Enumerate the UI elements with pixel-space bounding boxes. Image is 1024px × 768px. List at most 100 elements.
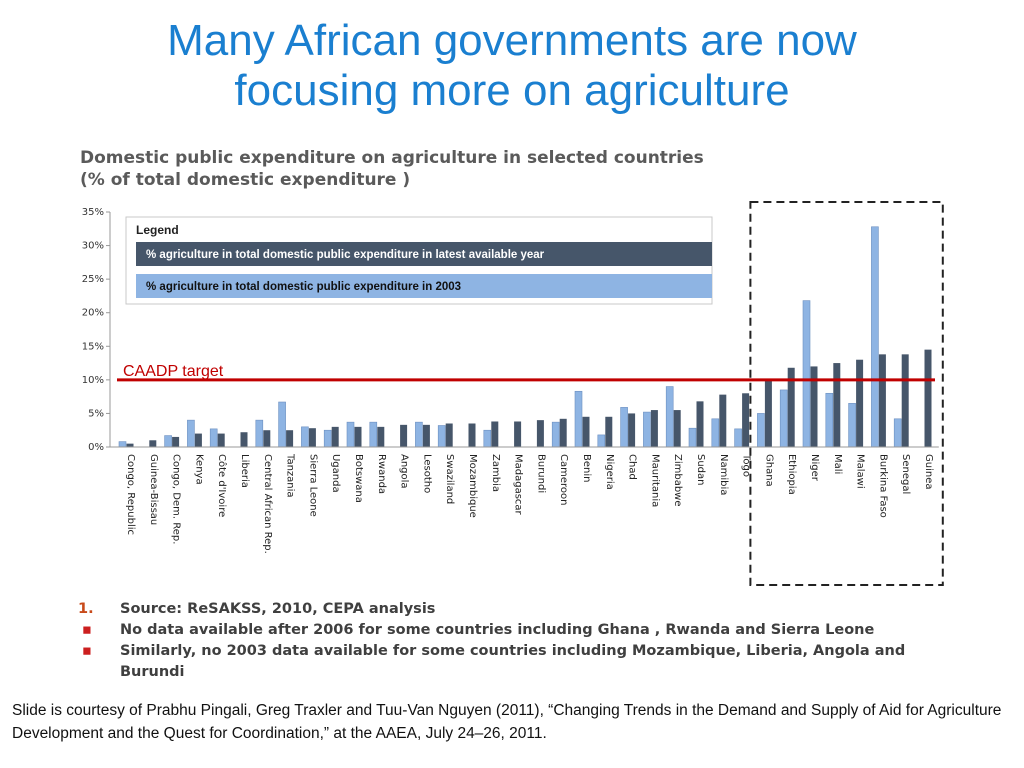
bar-2003 xyxy=(369,421,378,448)
bar-2003 xyxy=(301,426,309,448)
legend-swatch xyxy=(136,274,712,298)
bar-latest xyxy=(377,426,385,447)
x-tick-label: Zimbabwe xyxy=(672,454,683,507)
bar-latest xyxy=(126,443,134,447)
x-tick-label: Central African Rep. xyxy=(262,454,273,554)
bar-2003 xyxy=(757,413,765,448)
x-tick-label: Ghana xyxy=(763,454,774,487)
x-tick-label: Mali xyxy=(832,454,843,474)
x-tick-label: Ethiopia xyxy=(786,454,797,495)
bar-2003 xyxy=(711,418,720,448)
bar-latest xyxy=(308,428,316,447)
bar-latest xyxy=(354,426,362,447)
bar-latest xyxy=(650,410,658,447)
note-text: Similarly, no 2003 data available for so… xyxy=(120,643,906,680)
chart-title-line2: (% of total domestic expenditure ) xyxy=(80,170,411,190)
note-text: No data available after 2006 for some co… xyxy=(120,622,875,638)
bar-latest xyxy=(810,366,818,447)
note-text: Source: ReSAKSS, 2010, CEPA analysis xyxy=(120,601,436,617)
chart-title-line1: Domestic public expenditure on agricultu… xyxy=(80,148,704,168)
x-tick-label: Burundi xyxy=(535,454,546,493)
x-tick-label: Swaziland xyxy=(444,454,455,504)
y-tick-label: 5% xyxy=(88,408,104,419)
bar-latest xyxy=(514,421,522,447)
bar-latest xyxy=(149,440,157,447)
x-tick-label: Nigeria xyxy=(604,454,615,490)
bar-2003 xyxy=(164,435,172,448)
x-tick-label: Guinea-Bissau xyxy=(148,454,159,525)
bar-latest xyxy=(673,410,681,447)
bar-latest xyxy=(833,363,841,447)
bar-latest xyxy=(217,433,225,447)
bar-latest xyxy=(331,426,339,447)
x-tick-label: Mozambique xyxy=(467,454,478,518)
x-tick-label: Sudan xyxy=(695,454,706,486)
bar-latest xyxy=(878,354,886,447)
x-tick-label: Burkina Faso xyxy=(877,454,888,518)
y-tick-label: 10% xyxy=(82,375,104,386)
y-tick-label: 25% xyxy=(82,274,104,285)
legend-label: % agriculture in total domestic public e… xyxy=(146,249,545,261)
note-source: 1. Source: ReSAKSS, 2010, CEPA analysis xyxy=(78,599,958,620)
slide-title: Many African governments are now focusin… xyxy=(40,16,984,116)
note-bullet-1: ▪ No data available after 2006 for some … xyxy=(78,620,958,641)
x-tick-label: Botswana xyxy=(353,454,364,503)
bar-2003 xyxy=(734,428,742,448)
x-tick-label: Sierra Leone xyxy=(307,454,318,517)
bar-latest xyxy=(559,418,567,447)
bar-latest xyxy=(742,393,750,447)
x-tick-label: Zambia xyxy=(490,454,501,492)
bar-latest xyxy=(172,436,180,447)
x-tick-label: Côte d'Ivoire xyxy=(216,454,228,517)
bar-2003 xyxy=(278,401,286,448)
bar-2003 xyxy=(779,389,788,448)
slide-title-line2: focusing more on agriculture xyxy=(234,66,790,115)
x-tick-label: Malawi xyxy=(855,454,866,489)
x-tick-label: Guinea xyxy=(923,454,934,489)
x-tick-label: Madagascar xyxy=(513,454,524,516)
bar-latest xyxy=(240,432,248,447)
bar-latest xyxy=(582,416,590,447)
bar-latest xyxy=(194,433,202,447)
x-tick-label: Senegal xyxy=(900,454,911,494)
x-tick-label: Niger xyxy=(809,454,820,482)
x-tick-label: Liberia xyxy=(239,454,250,488)
bar-2003 xyxy=(688,427,697,448)
bar-latest xyxy=(422,424,430,447)
bar-latest xyxy=(445,423,453,447)
chart-notes: 1. Source: ReSAKSS, 2010, CEPA analysis … xyxy=(78,599,958,683)
x-tick-label: Angola xyxy=(399,454,410,489)
x-tick-label: Uganda xyxy=(330,454,341,493)
target-label: CAADP target xyxy=(123,363,224,380)
bar-latest xyxy=(263,430,271,447)
y-tick-label: 15% xyxy=(82,341,104,352)
bar-2003 xyxy=(871,226,879,448)
bar-latest xyxy=(696,401,704,447)
bar-latest xyxy=(536,420,544,447)
bar-2003 xyxy=(118,441,127,448)
bar-latest xyxy=(856,359,864,447)
bar-2003 xyxy=(665,386,674,448)
bar-latest xyxy=(491,421,499,447)
slide-credit: Slide is courtesy of Prabhu Pingali, Gre… xyxy=(12,702,1002,742)
bar-latest xyxy=(468,423,476,447)
x-tick-label: Tanzania xyxy=(285,453,296,498)
bullet-icon: ▪ xyxy=(82,643,92,659)
highlight-box xyxy=(749,201,944,586)
note-bullet-2: ▪ Similarly, no 2003 data available for … xyxy=(78,641,958,683)
x-tick-label: Congo, Republic xyxy=(125,454,136,535)
x-tick-label: Namibia xyxy=(718,454,729,495)
y-tick-label: 20% xyxy=(82,308,104,319)
y-tick-label: 0% xyxy=(88,442,104,453)
x-tick-label: Benin xyxy=(581,454,592,482)
x-tick-label: Rwanda xyxy=(376,454,387,494)
x-tick-label: Chad xyxy=(627,454,638,480)
bar-latest xyxy=(719,394,727,447)
bar-2003 xyxy=(346,421,355,448)
bar-latest xyxy=(628,413,636,447)
note-number: 1. xyxy=(78,601,94,617)
bar-2003 xyxy=(255,419,264,448)
x-tick-label: Kenya xyxy=(193,454,204,485)
bar-2003 xyxy=(437,425,446,448)
x-tick-label: Lesotho xyxy=(421,454,432,493)
